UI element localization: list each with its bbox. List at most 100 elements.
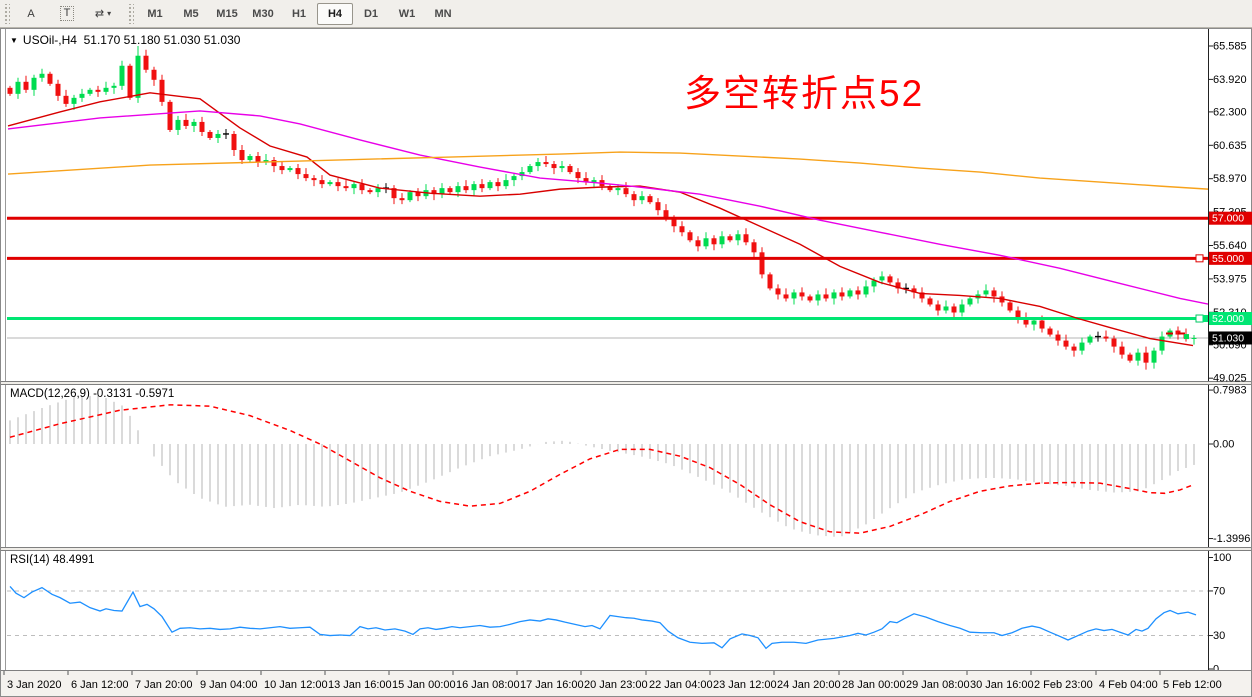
timeframe-button-m1[interactable]: M1 [147,7,163,20]
candle-bull [215,133,221,138]
timeframe-button-h4[interactable]: H4 [317,2,353,25]
candle-bull [1191,337,1197,339]
text-box-tool[interactable]: T [49,3,85,25]
candle-bear [663,210,669,219]
price-badge-57.000 [1209,211,1252,225]
candle-bear [23,81,29,90]
dropdown-arrow-icon[interactable]: ▾ [107,9,112,18]
candle-bull [15,81,21,94]
time-tick-label: 28 Jan 00:00 [842,679,906,691]
toolbar-grip[interactable] [3,3,10,24]
chart-title[interactable]: ▼ USOil-,H4 51.170 51.180 51.030 51.030 [10,33,240,47]
timeframe-button-d1[interactable]: D1 [363,7,379,20]
time-tick-label: 2 Feb 23:00 [1034,679,1093,691]
time-tick-label: 16 Jan 08:00 [456,679,520,691]
main-price-panel [7,46,1210,370]
hline-52-edge-handle[interactable] [1202,315,1210,323]
candle-bear [1143,352,1149,363]
candle-bear [239,150,245,161]
candle-bull [943,306,949,311]
toolbar: A T ⇄ ▾ M1 M5 M15 M30 H1 H4 D1 W1 MN [0,0,1252,28]
price-tick-label: 60.635 [1213,140,1247,152]
timeframe-button-w1[interactable]: W1 [398,7,416,20]
candle-bear [951,306,957,313]
candle-bear [623,188,629,195]
time-tick-label: 7 Jan 20:00 [135,679,193,691]
candle-bear [551,164,557,169]
panel-splitter[interactable] [1,381,1251,385]
candle-bear [671,218,677,227]
candle-bull [351,184,357,189]
candle-bear [927,298,933,305]
candle-bear [47,73,53,84]
candle-bull [983,290,989,295]
candle-bear [775,288,781,295]
time-tick-label: 5 Feb 12:00 [1163,679,1222,691]
candle-bear [1015,310,1021,319]
candle-bear [207,131,213,138]
candle-bear [567,166,573,173]
time-tick-label: 3 Jan 2020 [7,679,61,691]
candle-bear [143,55,149,70]
candle-bull [407,192,413,201]
candle-bear [895,282,901,289]
candle-bear [431,190,437,195]
candle-bull [967,298,973,305]
candle-bull [559,166,565,169]
macd-tick-label: 0.7983 [1213,385,1247,397]
candle-bear [231,133,237,151]
candle-bull [735,234,741,241]
ma-fast-red [7,92,1194,347]
candle-bear [543,162,549,165]
candle-bull [871,280,877,287]
candle-bear [55,83,61,96]
candle-bear [1071,346,1077,351]
candle-bear [631,194,637,201]
rsi-tick-label: 70 [1213,585,1225,597]
candle-bear [743,234,749,243]
candle-bear [95,89,101,92]
toolbar-grip-2[interactable] [127,3,134,24]
macd-signal-line [9,404,1195,534]
timeframe-button-mn[interactable]: MN [434,7,452,20]
candle-bear [399,198,405,201]
candle-bear [1103,336,1109,339]
candle-bear [463,186,469,191]
candle-bull [111,85,117,88]
macd-tick-label: 0.00 [1213,439,1234,451]
time-tick-label: 30 Jan 16:00 [970,679,1034,691]
price-tick-label: 55.640 [1213,240,1247,252]
symbol-dropdown-icon[interactable]: ▼ [10,36,18,45]
timeframe-button-m30[interactable]: M30 [252,7,274,20]
time-axis[interactable] [1,670,1251,696]
chart-shift-tool[interactable]: ⇄ ▾ [94,8,112,20]
timeframe-button-m5[interactable]: M5 [183,7,199,20]
candle-bull [791,292,797,299]
candle-bear [1063,340,1069,347]
candle-bull [879,276,885,281]
price-badge-55.000 [1209,251,1252,265]
candle-bull [847,290,853,297]
panel-splitter[interactable] [1,547,1251,551]
hline-52-handle[interactable] [1195,314,1204,323]
candle-bear [991,290,997,297]
timeframe-button-m15[interactable]: M15 [216,7,238,20]
candle-bear [767,274,773,289]
hline-55-handle[interactable] [1195,254,1204,263]
candle-bull [455,186,461,193]
candle-bull [831,292,837,299]
candle-bear [151,69,157,80]
candle-bear [319,180,325,185]
candle-bear [935,304,941,311]
candle-bull [1087,336,1093,343]
price-tick-label: 53.975 [1213,273,1247,285]
annotation-text[interactable]: 多空转折点52 [684,73,925,114]
rsi-tick-label: 0 [1213,664,1219,676]
candle-bull [1031,320,1037,325]
candle-bull [487,182,493,189]
pointer-a-tool[interactable]: A [27,7,35,20]
candle-bull [1079,342,1085,351]
candle-bear [1047,328,1053,335]
timeframe-button-h1[interactable]: H1 [291,7,307,20]
